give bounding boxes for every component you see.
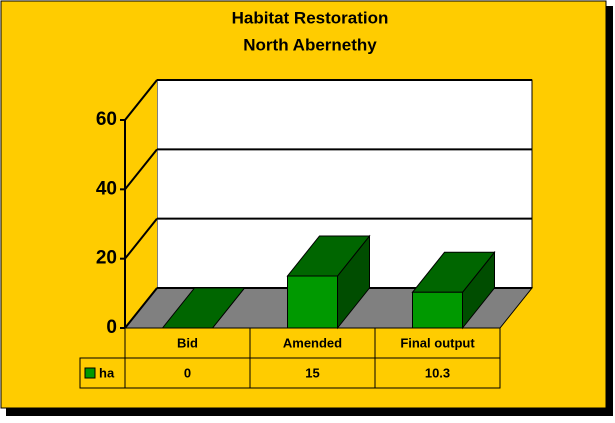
table-value: 15	[305, 365, 319, 380]
bar	[161, 287, 246, 329]
bar-front	[412, 291, 463, 329]
side-grid-line	[124, 79, 158, 121]
legend-key	[84, 367, 96, 379]
bar	[411, 250, 496, 330]
chart-title: Habitat Restoration	[232, 8, 389, 27]
legend-label: ha	[99, 365, 115, 380]
side-grid-line	[124, 287, 158, 329]
y-tick-label: 40	[96, 178, 117, 199]
y-tick-label: 0	[106, 317, 117, 338]
side-grid-line	[124, 218, 158, 260]
bar	[286, 234, 371, 330]
y-tick-label: 20	[96, 248, 117, 269]
bar-front	[287, 275, 338, 329]
table-value: 10.3	[425, 365, 450, 380]
y-tick-label: 60	[96, 109, 117, 130]
side-grid-line	[124, 148, 158, 190]
table-value: 0	[184, 365, 191, 380]
x-tick-label: Amended	[283, 335, 342, 350]
x-tick-label: Final output	[400, 335, 475, 350]
x-tick-label: Bid	[177, 335, 198, 350]
table-data-row	[79, 357, 501, 389]
chart-subtitle: North Abernethy	[243, 35, 377, 54]
side-wall	[125, 80, 157, 328]
